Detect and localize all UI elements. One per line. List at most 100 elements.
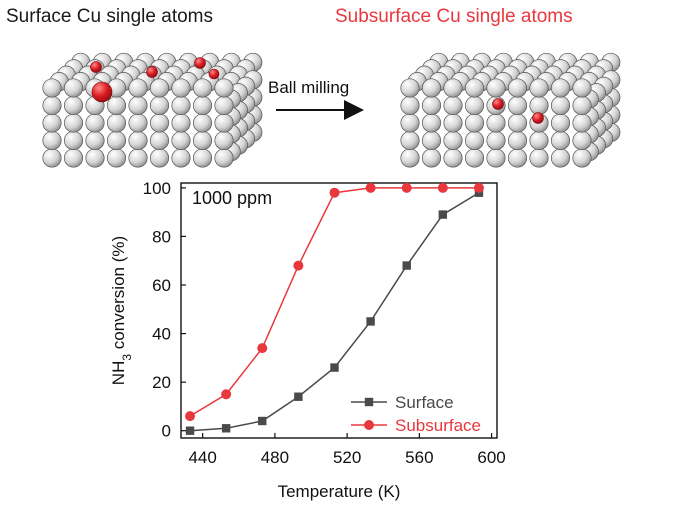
y-label-rest: conversion (%) [109, 236, 128, 354]
atom [192, 78, 213, 98]
atom [507, 148, 528, 168]
atom [507, 113, 528, 133]
atom [421, 113, 442, 133]
atom [443, 78, 463, 98]
atom [507, 95, 528, 116]
atom [529, 148, 549, 168]
atom [63, 78, 84, 98]
atom [443, 113, 463, 133]
atom [550, 113, 571, 133]
data-point-subsurface [473, 182, 484, 193]
atom [486, 78, 506, 98]
subsurface-slab-illustration [400, 52, 621, 168]
data-point-surface [294, 392, 303, 401]
atom [443, 130, 463, 151]
atom [550, 130, 571, 151]
legend-marker-subsurface [364, 420, 374, 430]
atom [171, 148, 191, 168]
series-line-subsurface [189, 187, 479, 417]
atom [421, 95, 442, 116]
atom [63, 113, 84, 133]
x-tick-label: 440 [188, 448, 216, 467]
atom [550, 148, 571, 168]
atom [486, 113, 506, 133]
atom [149, 78, 170, 98]
atom [550, 95, 571, 116]
atom [443, 148, 463, 168]
atom [171, 130, 191, 151]
atom [214, 130, 234, 151]
ball-milling-label: Ball milling [268, 78, 350, 97]
atom [400, 113, 420, 133]
atom [529, 95, 549, 116]
atom [106, 130, 127, 151]
plot-frame [180, 182, 498, 439]
atom [171, 78, 191, 98]
atom [192, 95, 213, 116]
y-tick-label: 80 [152, 227, 171, 246]
cu-atom [208, 68, 220, 80]
y-tick-label: 60 [152, 276, 171, 295]
atom [572, 148, 592, 168]
atom [192, 130, 213, 151]
atom [149, 113, 170, 133]
atom [464, 113, 485, 133]
x-tick-label: 480 [261, 448, 289, 467]
x-tick-label: 600 [477, 448, 505, 467]
atom [421, 130, 442, 151]
atom [63, 95, 84, 116]
surface-slab-illustration [42, 52, 263, 168]
data-point-surface [330, 363, 339, 372]
data-point-subsurface [365, 182, 376, 193]
cu-atom [91, 81, 113, 103]
x-tick-label: 520 [333, 448, 361, 467]
atom [421, 148, 442, 168]
y-tick-label: 100 [143, 179, 171, 198]
atom [42, 130, 62, 151]
atom [214, 113, 234, 133]
data-point-surface [438, 210, 448, 219]
legend-label-surface: Surface [395, 393, 454, 412]
atom [464, 78, 485, 98]
atom [486, 148, 506, 168]
atom [400, 148, 420, 168]
legend-marker-surface [364, 397, 374, 407]
atom [400, 130, 420, 151]
legend-label-subsurface: Subsurface [395, 416, 481, 435]
atom [572, 130, 592, 151]
atom [42, 78, 62, 98]
atom [192, 148, 213, 168]
y-label-subscript: 3 [120, 354, 134, 361]
atom [106, 148, 127, 168]
atom [42, 148, 62, 168]
data-point-surface [402, 261, 411, 270]
data-point-subsurface [185, 411, 196, 422]
legend: Surface Subsurface [351, 393, 481, 435]
cu-atom [532, 112, 544, 124]
x-axis-label: Temperature (K) [278, 482, 401, 501]
atom [192, 113, 213, 133]
atom [106, 113, 127, 133]
atom [572, 113, 592, 133]
cu-atom [90, 61, 102, 73]
data-point-surface [258, 416, 267, 426]
atom [149, 130, 170, 151]
atom [550, 78, 571, 98]
x-tick-label: 560 [405, 448, 433, 467]
atom [214, 78, 234, 98]
data-point-surface [221, 424, 231, 433]
atom [128, 130, 148, 151]
data-point-subsurface [293, 260, 304, 271]
atom [63, 148, 84, 168]
atom [443, 95, 463, 116]
atom [128, 78, 148, 98]
atom [464, 130, 485, 151]
concentration-annotation: 1000 ppm [192, 188, 272, 208]
data-point-subsurface [221, 389, 232, 400]
atom [214, 95, 234, 116]
atom [214, 148, 234, 168]
data-point-subsurface [401, 182, 412, 193]
series-layer [185, 182, 484, 435]
cu-atom [146, 66, 158, 78]
